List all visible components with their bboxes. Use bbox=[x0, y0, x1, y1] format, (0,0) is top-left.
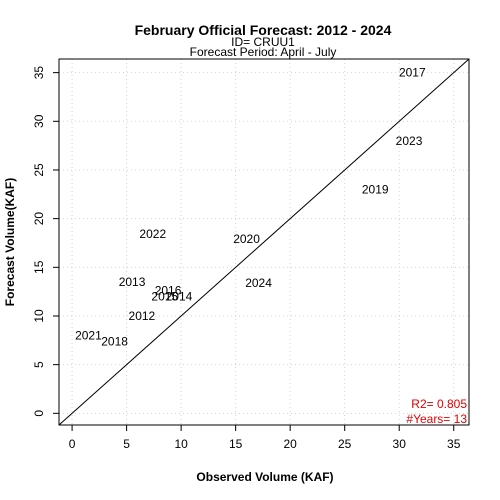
x-tick-label: 10 bbox=[174, 437, 188, 451]
y-tick-label: 20 bbox=[32, 212, 46, 226]
x-tick-label: 15 bbox=[229, 437, 243, 451]
point-label-2017: 2017 bbox=[399, 66, 426, 80]
point-label-2021: 2021 bbox=[75, 328, 102, 342]
y-axis: 0 5 10 15 20 25 30 35 bbox=[32, 66, 59, 417]
x-tick-label: 0 bbox=[69, 437, 76, 451]
plot-area-border bbox=[58, 58, 470, 426]
point-label-2013: 2013 bbox=[119, 275, 146, 289]
r2-stat: R2= 0.805 bbox=[411, 397, 467, 411]
years-stat: #Years= 13 bbox=[406, 412, 467, 426]
x-tick-label: 35 bbox=[447, 437, 461, 451]
chart-subtitle-id: ID= CRUU1 bbox=[231, 35, 295, 49]
point-label-2015: 2015 bbox=[151, 290, 178, 304]
point-label-2023: 2023 bbox=[396, 134, 423, 148]
y-tick-label: 0 bbox=[32, 410, 46, 417]
point-label-2019: 2019 bbox=[362, 182, 389, 196]
point-label-2024: 2024 bbox=[245, 276, 272, 290]
x-tick-label: 5 bbox=[123, 437, 130, 451]
x-tick-label: 20 bbox=[283, 437, 297, 451]
chart-title: February Official Forecast: 2012 - 2024 bbox=[135, 22, 392, 38]
point-label-2018: 2018 bbox=[101, 334, 128, 348]
point-label-2016: 2016 bbox=[155, 284, 182, 298]
point-label-2014: 2014 bbox=[166, 290, 193, 304]
y-tick-label: 30 bbox=[32, 114, 46, 128]
chart-subtitle-period: Forecast Period: April - July bbox=[190, 45, 337, 59]
one-to-one-line bbox=[58, 58, 470, 426]
y-tick-label: 25 bbox=[32, 163, 46, 177]
x-tick-label: 25 bbox=[338, 437, 352, 451]
y-tick-label: 35 bbox=[32, 66, 46, 80]
point-label-2012: 2012 bbox=[129, 309, 156, 323]
point-label-2022: 2022 bbox=[139, 227, 166, 241]
x-axis: 0 5 10 15 20 25 30 35 bbox=[69, 425, 461, 451]
y-tick-label: 15 bbox=[32, 260, 46, 274]
point-label-2020: 2020 bbox=[233, 232, 260, 246]
y-tick-label: 5 bbox=[32, 361, 46, 368]
y-tick-label: 10 bbox=[32, 309, 46, 323]
x-tick-label: 30 bbox=[393, 437, 407, 451]
x-axis-label: Observed Volume (KAF) bbox=[196, 470, 333, 484]
y-axis-label: Forecast Volume(KAF) bbox=[3, 178, 17, 306]
